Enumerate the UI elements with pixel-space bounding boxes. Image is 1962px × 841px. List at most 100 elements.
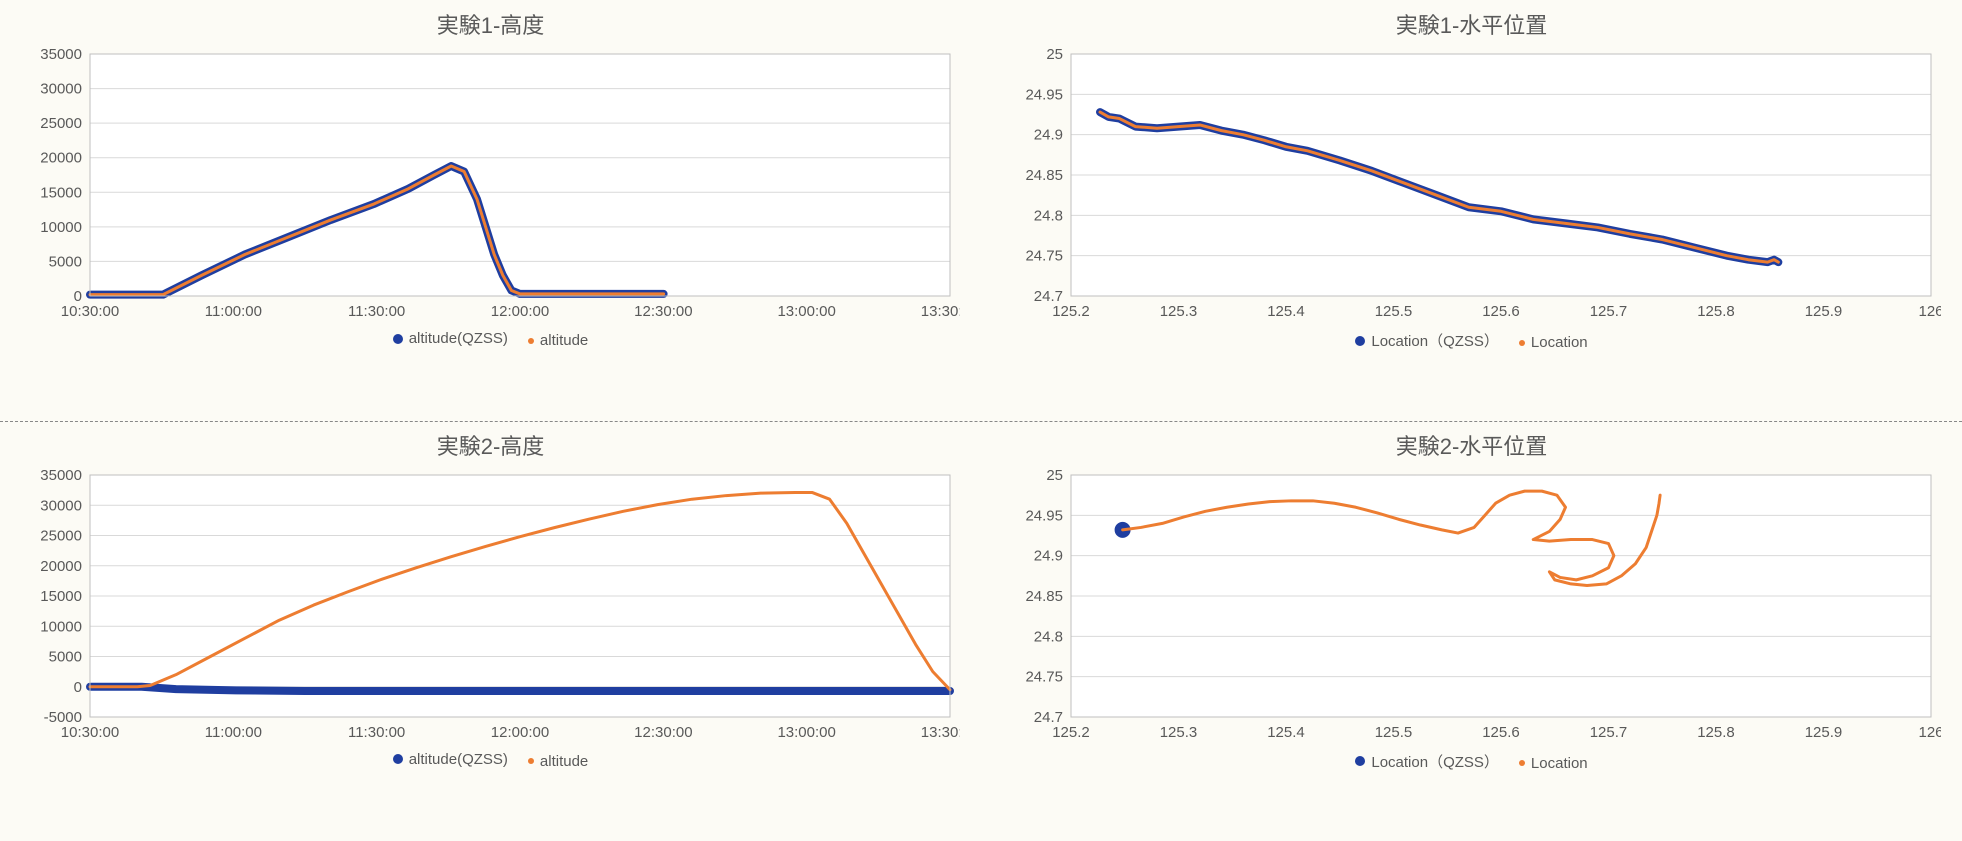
svg-text:35000: 35000 bbox=[40, 467, 82, 484]
svg-text:24.85: 24.85 bbox=[1025, 588, 1063, 605]
svg-text:13:00:00: 13:00:00 bbox=[777, 303, 835, 320]
chart-svg: 24.724.7524.824.8524.924.9525125.2125.31… bbox=[1001, 46, 1941, 326]
legend-marker bbox=[393, 334, 403, 344]
svg-text:15000: 15000 bbox=[40, 588, 82, 605]
svg-text:12:30:00: 12:30:00 bbox=[634, 724, 692, 741]
svg-text:125.3: 125.3 bbox=[1160, 724, 1198, 741]
svg-text:10:30:00: 10:30:00 bbox=[61, 724, 119, 741]
svg-text:24.95: 24.95 bbox=[1025, 507, 1063, 524]
svg-text:35000: 35000 bbox=[40, 46, 82, 63]
legend-marker bbox=[1355, 336, 1365, 346]
legend-label: altitude(QZSS) bbox=[409, 330, 508, 347]
chart-svg: 0500010000150002000025000300003500010:30… bbox=[20, 46, 960, 326]
panel-exp2-location: 実験2-水平位置 24.724.7524.824.8524.924.952512… bbox=[981, 421, 1962, 841]
legend-item: Location bbox=[1519, 755, 1588, 772]
plot-area: 0500010000150002000025000300003500010:30… bbox=[20, 46, 961, 326]
svg-text:11:00:00: 11:00:00 bbox=[205, 303, 262, 320]
legend-item: altitude bbox=[528, 753, 588, 770]
svg-text:24.9: 24.9 bbox=[1034, 127, 1063, 144]
svg-text:125.9: 125.9 bbox=[1805, 724, 1843, 741]
svg-text:125.4: 125.4 bbox=[1267, 303, 1305, 320]
legend-marker bbox=[528, 758, 534, 764]
svg-text:11:30:00: 11:30:00 bbox=[348, 724, 405, 741]
svg-text:125.3: 125.3 bbox=[1160, 303, 1198, 320]
legend-item: Location（QZSS） bbox=[1355, 330, 1499, 351]
legend-label: Location bbox=[1531, 755, 1588, 772]
svg-text:13:30:00: 13:30:00 bbox=[921, 303, 960, 320]
legend-marker bbox=[393, 754, 403, 764]
svg-text:20000: 20000 bbox=[40, 150, 82, 167]
svg-text:5000: 5000 bbox=[49, 253, 82, 270]
legend: altitude(QZSS) altitude bbox=[20, 330, 961, 349]
svg-text:13:30:00: 13:30:00 bbox=[921, 724, 960, 741]
legend-item: altitude(QZSS) bbox=[393, 751, 508, 768]
horizontal-divider bbox=[0, 421, 1962, 422]
svg-text:5000: 5000 bbox=[49, 648, 82, 665]
svg-text:125.2: 125.2 bbox=[1052, 724, 1090, 741]
svg-text:12:00:00: 12:00:00 bbox=[491, 724, 549, 741]
svg-text:11:00:00: 11:00:00 bbox=[205, 724, 262, 741]
svg-text:126: 126 bbox=[1918, 724, 1941, 741]
svg-text:125.7: 125.7 bbox=[1590, 303, 1628, 320]
svg-text:125.9: 125.9 bbox=[1805, 303, 1843, 320]
legend-item: altitude bbox=[528, 332, 588, 349]
chart-title: 実験2-水平位置 bbox=[1001, 429, 1942, 461]
legend: Location（QZSS） Location bbox=[1001, 330, 1942, 351]
svg-text:125.8: 125.8 bbox=[1697, 724, 1735, 741]
svg-text:25: 25 bbox=[1046, 46, 1063, 63]
svg-text:24.8: 24.8 bbox=[1034, 207, 1063, 224]
svg-text:10:30:00: 10:30:00 bbox=[61, 303, 119, 320]
svg-text:12:00:00: 12:00:00 bbox=[491, 303, 549, 320]
legend-marker bbox=[1355, 756, 1365, 766]
legend: altitude(QZSS) altitude bbox=[20, 751, 961, 770]
legend-label: Location bbox=[1531, 334, 1588, 351]
legend-item: Location（QZSS） bbox=[1355, 751, 1499, 772]
chart-grid: 実験1-高度 050001000015000200002500030000350… bbox=[0, 0, 1962, 841]
svg-text:125.8: 125.8 bbox=[1697, 303, 1735, 320]
legend-label: Location（QZSS） bbox=[1371, 330, 1499, 351]
legend-item: altitude(QZSS) bbox=[393, 330, 508, 347]
svg-text:11:30:00: 11:30:00 bbox=[348, 303, 405, 320]
svg-text:125.4: 125.4 bbox=[1267, 724, 1305, 741]
svg-text:24.85: 24.85 bbox=[1025, 167, 1063, 184]
svg-text:30000: 30000 bbox=[40, 81, 82, 98]
legend-item: Location bbox=[1519, 334, 1588, 351]
svg-text:125.7: 125.7 bbox=[1590, 724, 1628, 741]
legend-label: altitude bbox=[540, 332, 588, 349]
svg-text:125.6: 125.6 bbox=[1482, 303, 1520, 320]
svg-text:125.5: 125.5 bbox=[1375, 724, 1413, 741]
chart-svg: -500005000100001500020000250003000035000… bbox=[20, 467, 960, 747]
svg-text:20000: 20000 bbox=[40, 557, 82, 574]
svg-text:25: 25 bbox=[1046, 467, 1063, 484]
svg-text:125.6: 125.6 bbox=[1482, 724, 1520, 741]
chart-title: 実験2-高度 bbox=[20, 429, 961, 461]
chart-svg: 24.724.7524.824.8524.924.9525125.2125.31… bbox=[1001, 467, 1941, 747]
panel-exp2-altitude: 実験2-高度 -50000500010000150002000025000300… bbox=[0, 421, 981, 841]
panel-exp1-altitude: 実験1-高度 050001000015000200002500030000350… bbox=[0, 0, 981, 421]
panel-exp1-location: 実験1-水平位置 24.724.7524.824.8524.924.952512… bbox=[981, 0, 1962, 421]
svg-text:24.75: 24.75 bbox=[1025, 668, 1063, 685]
svg-text:10000: 10000 bbox=[40, 219, 82, 236]
svg-text:24.8: 24.8 bbox=[1034, 628, 1063, 645]
legend-label: altitude(QZSS) bbox=[409, 751, 508, 768]
legend-marker bbox=[528, 338, 534, 344]
svg-text:10000: 10000 bbox=[40, 618, 82, 635]
chart-title: 実験1-水平位置 bbox=[1001, 8, 1942, 40]
chart-title: 実験1-高度 bbox=[20, 8, 961, 40]
legend-marker bbox=[1519, 760, 1525, 766]
plot-area: 24.724.7524.824.8524.924.9525125.2125.31… bbox=[1001, 467, 1942, 747]
svg-text:25000: 25000 bbox=[40, 527, 82, 544]
svg-text:30000: 30000 bbox=[40, 497, 82, 514]
svg-text:25000: 25000 bbox=[40, 115, 82, 132]
plot-area: -500005000100001500020000250003000035000… bbox=[20, 467, 961, 747]
svg-text:15000: 15000 bbox=[40, 184, 82, 201]
svg-text:126: 126 bbox=[1918, 303, 1941, 320]
legend-label: altitude bbox=[540, 753, 588, 770]
svg-text:24.9: 24.9 bbox=[1034, 547, 1063, 564]
legend: Location（QZSS） Location bbox=[1001, 751, 1942, 772]
svg-text:125.5: 125.5 bbox=[1375, 303, 1413, 320]
svg-text:12:30:00: 12:30:00 bbox=[634, 303, 692, 320]
legend-marker bbox=[1519, 340, 1525, 346]
legend-label: Location（QZSS） bbox=[1371, 751, 1499, 772]
svg-text:24.75: 24.75 bbox=[1025, 248, 1063, 265]
